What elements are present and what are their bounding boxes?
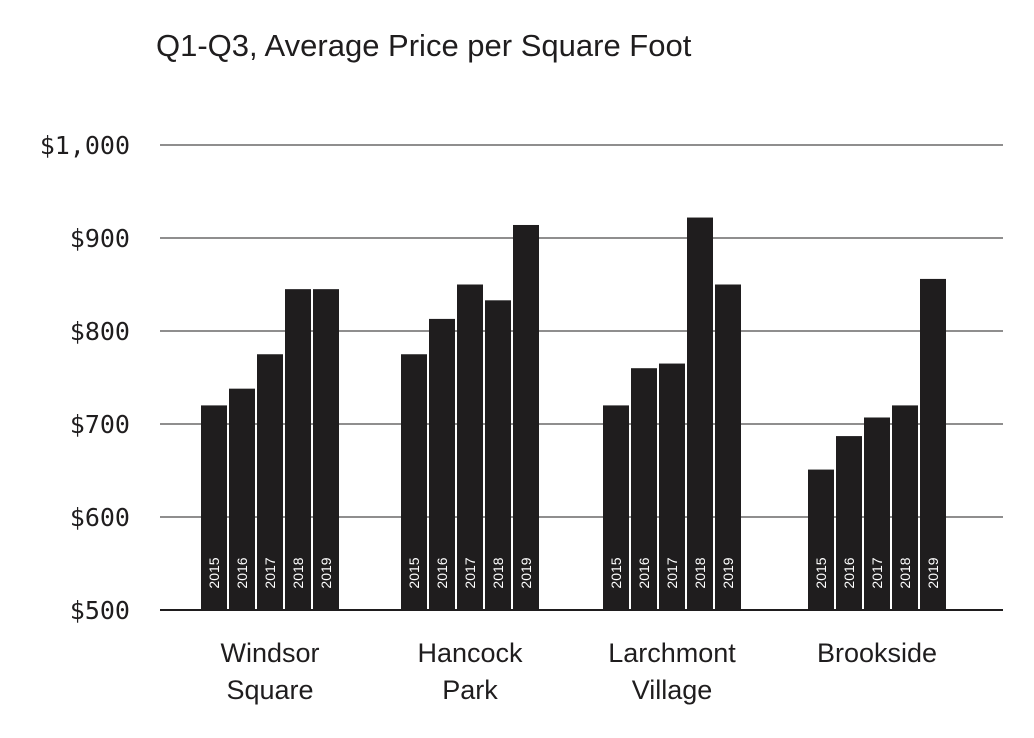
bar-group: 2015 2016 2017 2018 2019 [603,217,741,611]
bar-year-label: 2019 [925,557,941,588]
bar-year-label: 2016 [234,557,250,588]
bar [864,417,890,610]
bar-group: 2015 2016 2017 2018 2019 [401,224,539,611]
bar-year-label: 2015 [406,557,422,588]
category-label: Larchmont [608,638,736,668]
x-axis: Windsor Square Hancock Park Larchmont Village… [220,638,937,705]
bar-year-label: 2017 [869,557,885,588]
category-label: Village [632,675,713,705]
bar [229,388,255,610]
bar [201,405,227,610]
bar [603,405,629,610]
bar [485,300,511,610]
y-tick-label: $500 [70,596,130,625]
category-label: Hancock [417,638,523,668]
bar-year-label: 2016 [841,557,857,588]
bar-year-label: 2018 [692,557,708,588]
category-label: Park [442,675,498,705]
category-label: Brookside [817,638,937,668]
y-tick-label: $700 [70,410,130,439]
bar [285,289,311,610]
bar-year-label: 2016 [434,557,450,588]
bar [313,289,339,610]
y-tick-label: $1,000 [40,131,130,160]
bar-year-label: 2018 [897,557,913,588]
bar-year-label: 2015 [608,557,624,588]
bar [715,284,741,610]
bar-year-label: 2016 [636,557,652,588]
bar [631,368,657,610]
bar-year-label: 2018 [290,557,306,588]
bar [257,354,283,610]
bar-year-label: 2019 [518,557,534,588]
chart-title: Q1-Q3, Average Price per Square Foot [156,28,692,63]
category-label: Windsor [220,638,319,668]
bar-year-label: 2019 [720,557,736,588]
bar [659,363,685,610]
category-label: Square [226,675,313,705]
bar [920,278,946,610]
y-tick-label: $800 [70,317,130,346]
y-tick-label: $900 [70,224,130,253]
bar [892,405,918,610]
bar [808,469,834,610]
bar [401,354,427,610]
y-axis: $500 $600 $700 $800 $900 $1,000 [40,131,130,625]
bar [687,217,713,611]
bar-group: 2015 2016 2017 2018 2019 [808,278,946,610]
bar-group: 2015 2016 2017 2018 2019 [201,289,339,610]
bar-year-label: 2017 [462,557,478,588]
bar [836,436,862,610]
bars: 2015 2016 2017 2018 2019 2015 2016 2017 2018 2019… [201,217,946,611]
y-tick-label: $600 [70,503,130,532]
bar-year-label: 2019 [318,557,334,588]
bar-year-label: 2017 [664,557,680,588]
bar [429,318,455,610]
bar-year-label: 2015 [206,557,222,588]
bar-year-label: 2018 [490,557,506,588]
bar [513,224,539,611]
bar-year-label: 2015 [813,557,829,588]
bar-year-label: 2017 [262,557,278,588]
bar [457,284,483,610]
